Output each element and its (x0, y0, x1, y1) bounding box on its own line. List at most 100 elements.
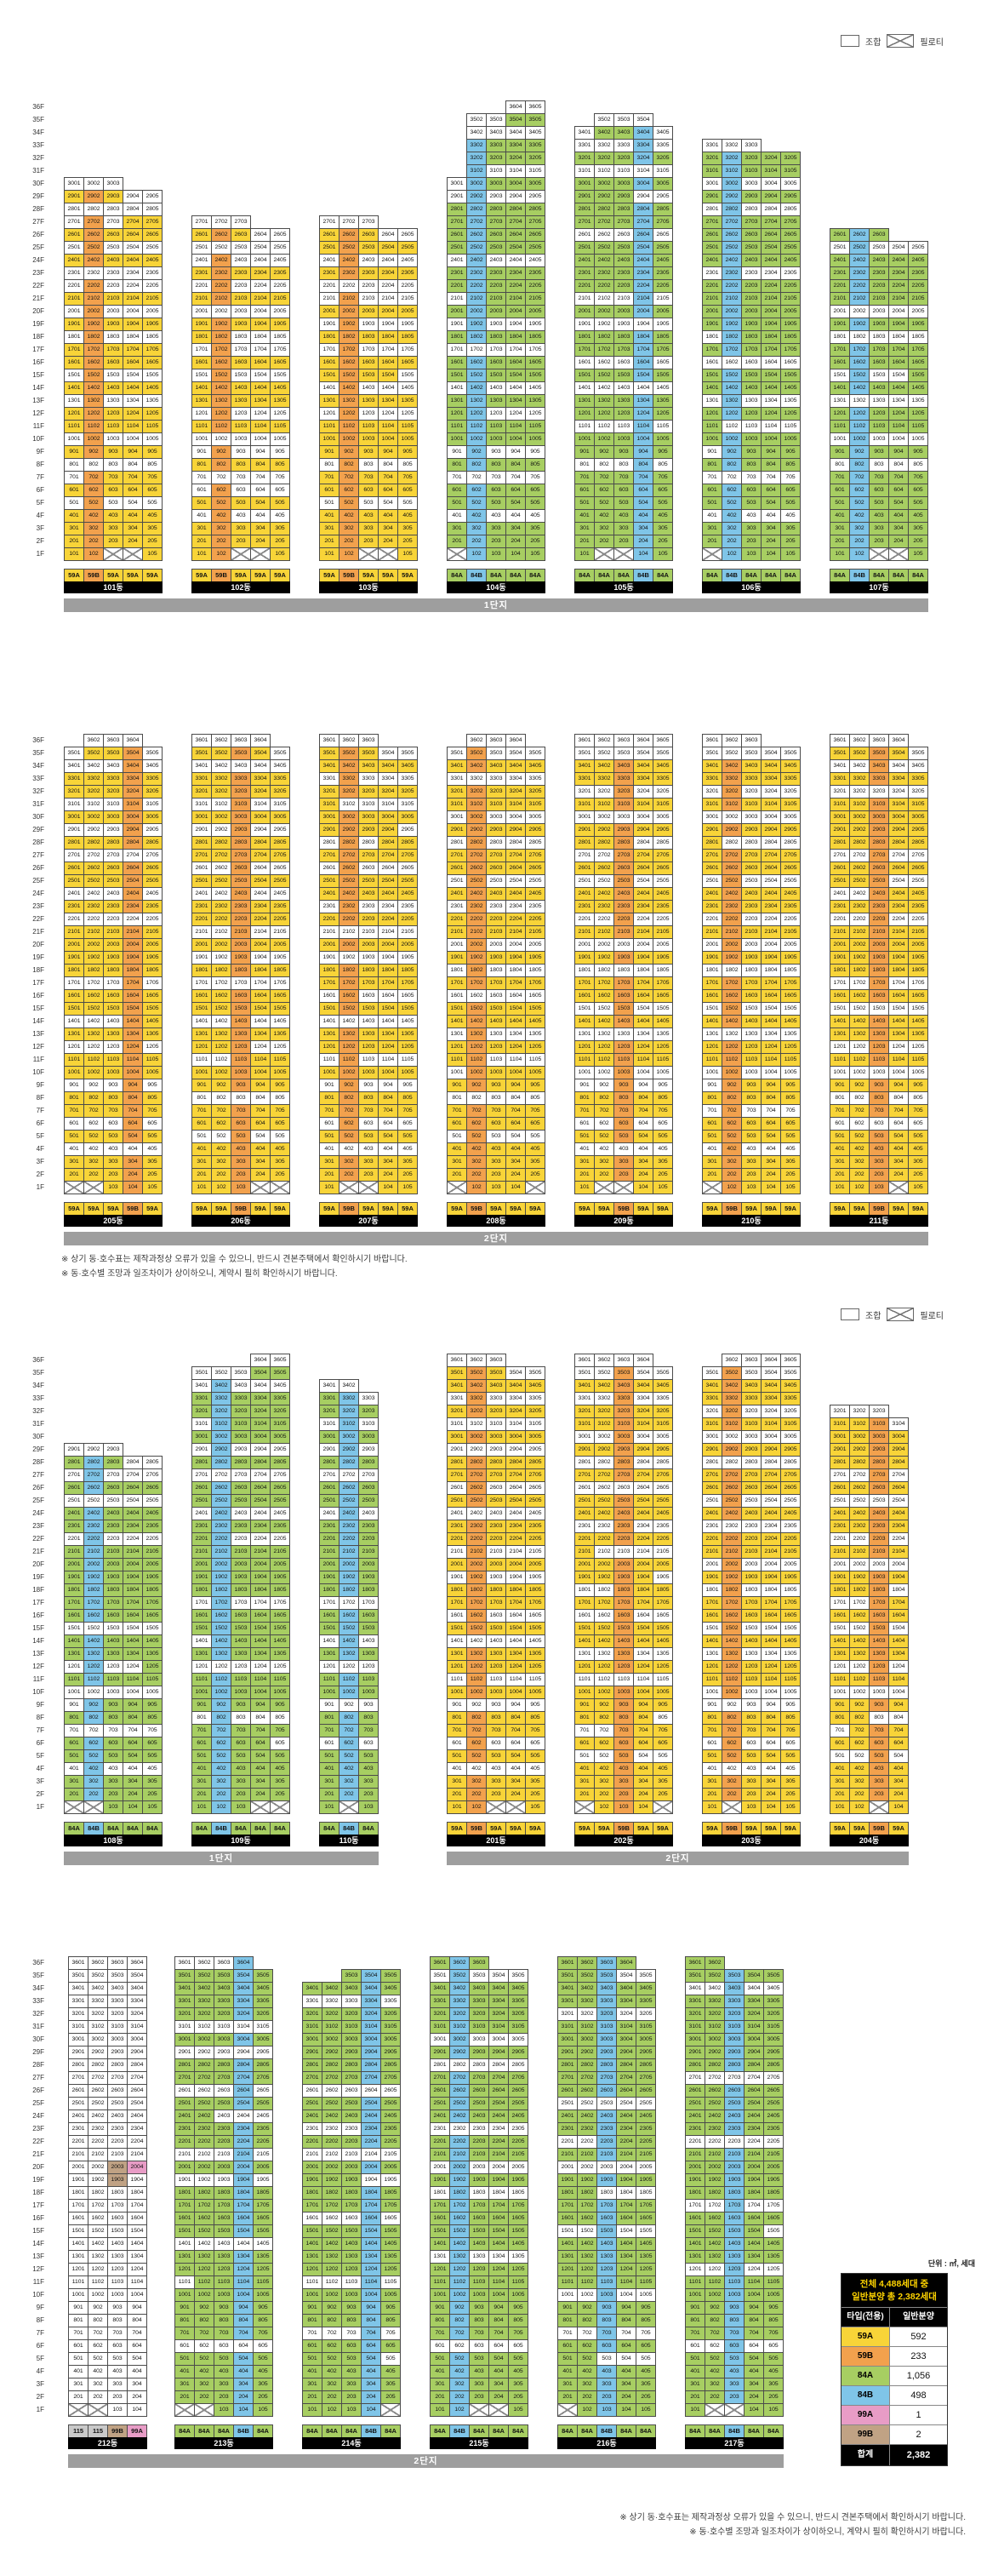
unit-cell: 2802 (466, 1456, 487, 1469)
unit-cell: 2001 (830, 1558, 850, 1571)
unit-cell: 2704 (633, 849, 653, 862)
unit-cell: 2604 (616, 2084, 636, 2098)
unit-cell: 1203 (103, 1040, 123, 1054)
unit-cell: 1703 (613, 343, 634, 357)
unit-cell: 601 (191, 484, 212, 497)
unit-cell: 2401 (174, 2109, 195, 2123)
unit-cell: 503 (103, 1130, 123, 1143)
unit-cell: 1804 (361, 2186, 381, 2200)
unit-cell: 3004 (250, 1430, 271, 1444)
unit-cell: 203 (231, 535, 251, 548)
unit-cell: 403 (869, 1762, 889, 1776)
unit-cell: 2504 (378, 874, 398, 888)
unit-cell: 101 (302, 2403, 322, 2417)
unit-cell: 1301 (685, 2250, 705, 2264)
unit-cell: 702 (194, 2327, 214, 2340)
unit-cell: 2204 (250, 913, 271, 926)
unit-cell: 3301 (447, 772, 467, 786)
unit-cell: 2602 (466, 228, 487, 242)
unit-cell: 803 (341, 2314, 362, 2327)
unit-cell: 604 (378, 484, 398, 497)
unit-type-label: 84A (508, 2424, 528, 2438)
unit-cell: 2503 (231, 1494, 251, 1508)
unit-cell: 2405 (653, 254, 673, 267)
unit-cell: 3603 (214, 1956, 234, 1970)
unit-cell: 3101 (191, 798, 212, 811)
unit-cell: 2403 (613, 254, 634, 267)
unit-cell: 2502 (466, 874, 487, 888)
unit-cell: 404 (378, 1142, 398, 1156)
unit-cell: 1504 (378, 369, 398, 382)
unit-cell: 1104 (888, 1053, 909, 1067)
unit-cell: 2101 (447, 292, 467, 306)
unit-cell: 2805 (525, 836, 545, 850)
unit-cell: 2702 (339, 215, 359, 229)
unit-cell: 1604 (361, 2212, 381, 2225)
unit-cell: 304 (888, 1155, 909, 1169)
unit-cell: 403 (358, 509, 379, 523)
floor-label: 8F (26, 1711, 44, 1724)
unit-cell: 2505 (270, 241, 290, 255)
unit-cell: 701 (574, 471, 595, 484)
unit-cell: 501 (574, 1130, 595, 1143)
unit-cell: 2504 (888, 874, 909, 888)
unit-cell: 1804 (505, 330, 526, 344)
unit-cell: 1602 (849, 1609, 870, 1623)
unit-cell: 901 (702, 1698, 722, 1712)
unit-cell: 2205 (270, 913, 290, 926)
unit-cell: 2104 (888, 292, 909, 306)
unit-cell: 2702 (83, 1468, 104, 1482)
unit-cell: 1802 (849, 964, 870, 977)
unit-cell: 2602 (194, 2084, 214, 2098)
unit-cell: 504 (505, 1130, 526, 1143)
unit-cell: 2002 (722, 305, 742, 318)
unit-type-label: 84A (744, 2424, 764, 2438)
floor-label: 5F (26, 496, 44, 509)
unit-cell: 805 (270, 458, 290, 472)
unit-cell: 1705 (653, 1596, 673, 1610)
piloti-cell (594, 547, 614, 561)
unit-type-label: 84A (214, 2424, 234, 2438)
unit-type-label: 59B (83, 569, 104, 582)
unit-cell: 402 (722, 1142, 742, 1156)
unit-cell: 1403 (869, 1015, 889, 1028)
unit-cell: 1701 (191, 1596, 212, 1610)
unit-cell: 1701 (702, 1596, 722, 1610)
unit-cell: 2001 (174, 2161, 195, 2174)
unit-cell: 2201 (685, 2135, 705, 2149)
unit-cell: 502 (88, 2352, 108, 2366)
unit-cell: 2603 (231, 1481, 251, 1495)
unit-cell: 1905 (653, 318, 673, 331)
unit-cell: 2402 (466, 254, 487, 267)
piloti-cell (705, 2403, 725, 2417)
unit-cell: 2305 (142, 266, 163, 280)
unit-cell: 702 (449, 2327, 470, 2340)
unit-cell: 1005 (253, 2288, 273, 2302)
unit-cell: 2905 (653, 190, 673, 203)
unit-cell: 2601 (319, 1481, 339, 1495)
unit-cell: 2903 (231, 823, 251, 837)
unit-cell: 1901 (191, 1571, 212, 1584)
unit-cell: 501 (174, 2352, 195, 2366)
unit-cell: 602 (339, 1737, 359, 1750)
unit-cell: 2703 (231, 849, 251, 862)
unit-cell: 2904 (888, 823, 909, 837)
unit-cell: 2801 (685, 2058, 705, 2072)
unit-cell: 1201 (830, 1040, 850, 1054)
unit-cell: 2902 (449, 2046, 470, 2059)
unit-cell: 2105 (253, 2148, 273, 2161)
unit-cell: 401 (830, 509, 850, 523)
unit-cell: 604 (250, 484, 271, 497)
unit-cell: 1302 (594, 394, 614, 408)
unit-cell: 3502 (88, 1969, 108, 1983)
unit-cell: 305 (780, 1155, 801, 1169)
unit-cell: 2104 (233, 2148, 254, 2161)
unit-cell: 2404 (123, 1507, 143, 1520)
unit-cell: 802 (83, 1711, 104, 1725)
unit-cell: 3202 (339, 785, 359, 799)
unit-cell: 203 (214, 2390, 234, 2404)
unit-cell: 2605 (270, 862, 290, 875)
unit-cell: 504 (888, 496, 909, 510)
unit-cell: 2504 (761, 874, 781, 888)
unit-cell: 2101 (302, 2148, 322, 2161)
